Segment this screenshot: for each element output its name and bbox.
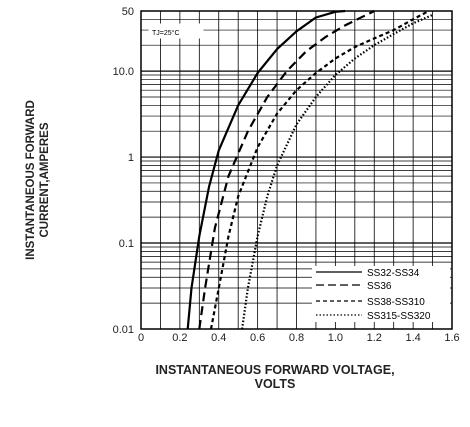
legend-label-3: SS315-SS320 xyxy=(367,311,431,322)
x-tick-label: 0.2 xyxy=(172,332,187,344)
x-tick-label: 1.4 xyxy=(405,332,420,344)
y-axis-label-line-1: INSTANTANEOUS FORWARD xyxy=(25,100,37,260)
x-axis-label: INSTANTANEOUS FORWARD VOLTAGE, VOLTS xyxy=(110,363,440,391)
series-line-1 xyxy=(198,10,375,330)
y-axis-label-line-2: CURRENT,AMPERES xyxy=(39,122,51,238)
y-tick-label: 0.01 xyxy=(113,324,134,336)
x-tick-label: 0.4 xyxy=(211,332,226,344)
y-tick-label: 0.1 xyxy=(119,238,134,250)
x-tick-label: 0.8 xyxy=(289,332,304,344)
tick-labels: 0 0.2 0.4 0.6 0.8 1.0 1.2 1.4 1.6 0.01 0.1 1 10.0 50 xyxy=(113,6,460,344)
series-layer xyxy=(186,9,434,330)
y-tick-label: 1 xyxy=(128,152,134,164)
condition-label: TJ=25°C xyxy=(152,29,180,37)
legend-label-2: SS38-SS310 xyxy=(367,297,425,308)
x-tick-label: 1.0 xyxy=(328,332,343,344)
y-tick-label: 50 xyxy=(122,6,134,18)
legend-label-1: SS36 xyxy=(367,281,392,292)
legend: SS32-SS34 SS36 SS38-SS310 SS315-SS320 xyxy=(312,266,450,322)
y-tick-label: 10.0 xyxy=(113,66,134,78)
plot-frame xyxy=(140,10,453,330)
x-tick-label: 1.6 xyxy=(444,332,459,344)
x-axis-label-line-2: VOLTS xyxy=(254,377,296,391)
x-tick-label: 1.2 xyxy=(367,332,382,344)
x-tick-label: 0 xyxy=(138,332,144,344)
series-line-3 xyxy=(241,13,434,330)
legend-box xyxy=(312,266,450,322)
y-axis-label: INSTANTANEOUS FORWARD CURRENT,AMPERES xyxy=(8,60,68,300)
x-tick-label: 0.6 xyxy=(250,332,265,344)
legend-label-0: SS32-SS34 xyxy=(367,268,420,279)
x-axis-label-line-1: INSTANTANEOUS FORWARD VOLTAGE, xyxy=(155,363,395,377)
condition-box xyxy=(148,23,204,39)
series-line-0 xyxy=(186,9,346,330)
series-line-2 xyxy=(209,10,430,330)
